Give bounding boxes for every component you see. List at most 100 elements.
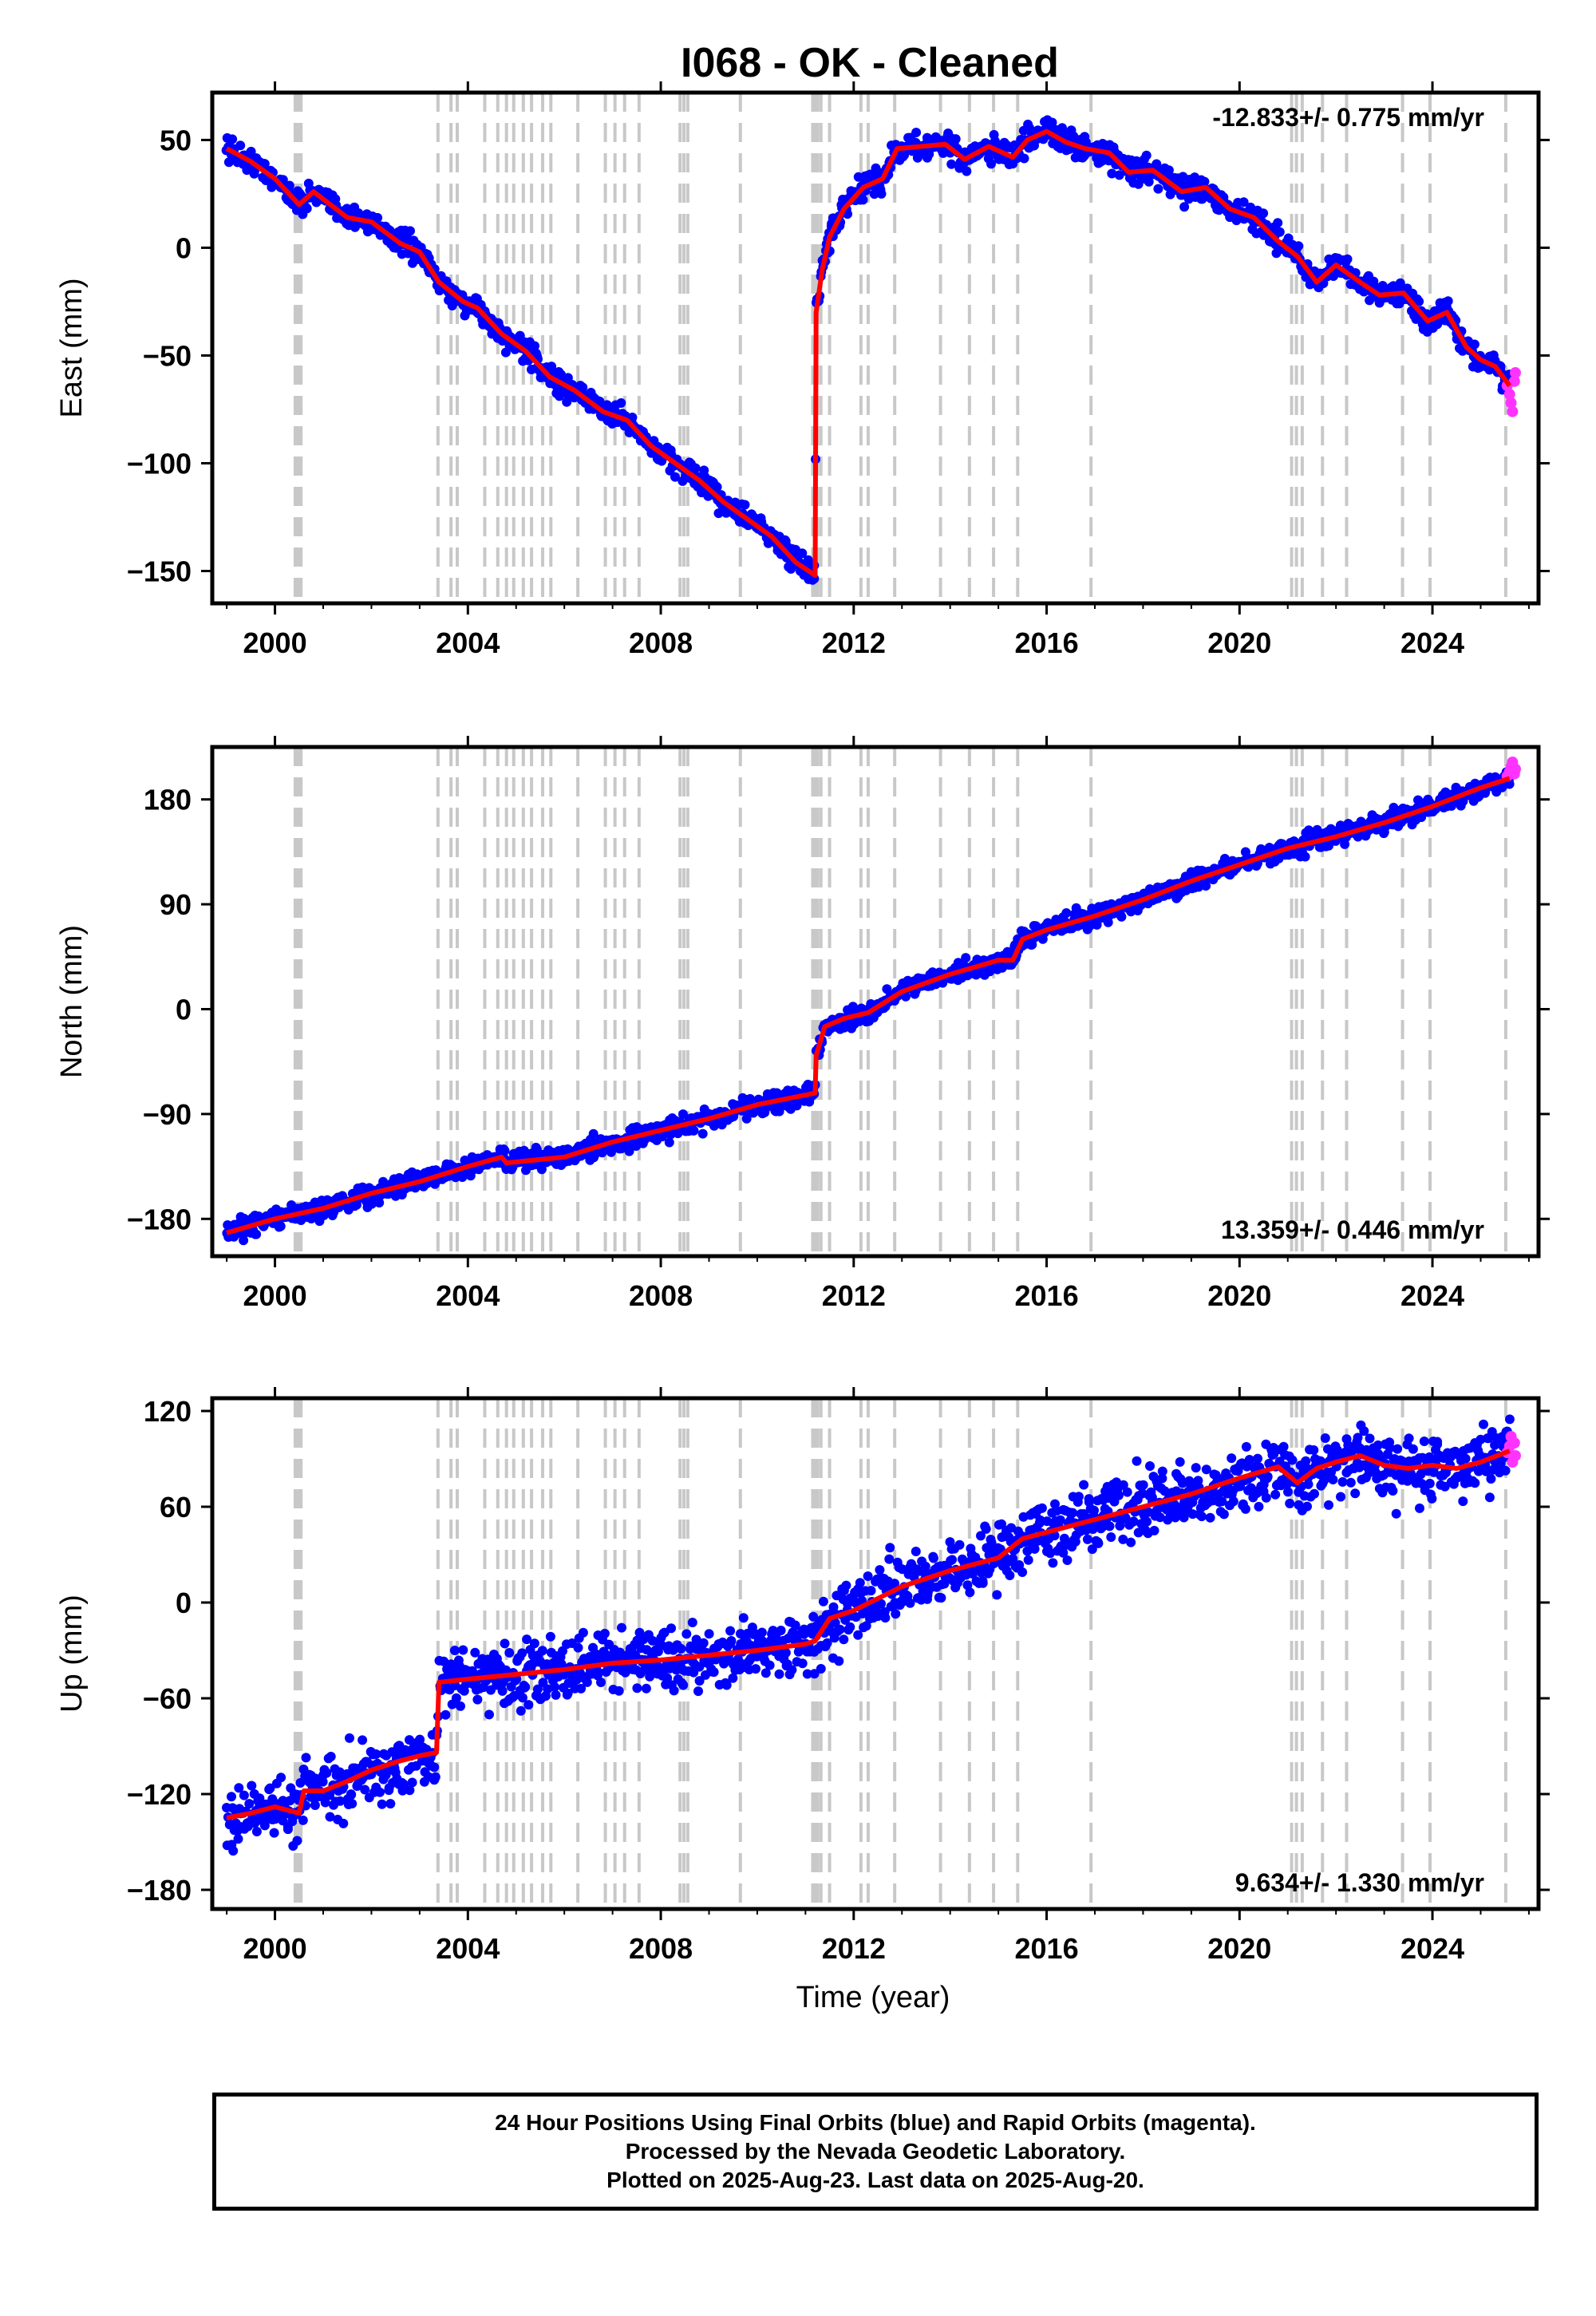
final-orbit-point (276, 1773, 286, 1783)
final-orbit-point (1118, 1534, 1128, 1544)
final-orbit-point (1303, 1479, 1314, 1489)
processing-note-line-3: Plotted on 2025-Aug-23. Last data on 202… (606, 2168, 1144, 2192)
final-orbit-point (310, 1800, 320, 1810)
final-orbit-point (802, 1669, 812, 1679)
final-orbit-point (746, 1641, 757, 1651)
final-orbit-point (385, 1799, 396, 1809)
final-orbit-point (1068, 1508, 1078, 1518)
x-tick-label: 2020 (1207, 1932, 1271, 1965)
final-orbit-point (741, 1113, 752, 1124)
final-orbit-point (1385, 1443, 1395, 1453)
final-orbit-point (1115, 1520, 1125, 1531)
final-orbit-point (1089, 1505, 1099, 1516)
final-orbit-point (1132, 1456, 1142, 1466)
final-orbit-point (1241, 1441, 1251, 1452)
final-orbit-point (1073, 1492, 1084, 1502)
final-orbit-point (255, 1793, 265, 1804)
final-orbit-point (890, 1579, 899, 1589)
final-orbit-point (1414, 296, 1424, 306)
final-orbit-point (1287, 1455, 1298, 1465)
final-orbit-point (678, 1109, 688, 1120)
final-orbit-point (547, 362, 557, 372)
final-orbit-point (500, 1638, 510, 1649)
final-orbit-point (1113, 1490, 1124, 1500)
y-tick-label: 0 (176, 1587, 192, 1619)
final-orbit-point (669, 1686, 679, 1696)
final-orbit-point (950, 134, 961, 144)
y-tick-label: −90 (143, 1098, 192, 1131)
velocity-rate-label: -12.833+/- 0.775 mm/yr (1212, 103, 1484, 132)
final-orbit-point (1469, 339, 1479, 350)
final-orbit-point (992, 1590, 1002, 1600)
x-tick-label: 2008 (629, 1932, 693, 1965)
final-orbit-point (449, 1646, 460, 1655)
final-orbit-point (235, 140, 246, 151)
final-orbit-point (1302, 1501, 1312, 1512)
final-orbit-point (345, 1733, 354, 1743)
final-orbits-points (222, 1414, 1515, 1856)
final-orbit-point (244, 1799, 255, 1809)
x-tick-label: 2016 (1015, 1279, 1079, 1312)
final-orbit-point (1055, 1515, 1065, 1525)
final-orbit-point (1254, 1501, 1264, 1512)
final-orbit-point (885, 1543, 895, 1553)
final-orbit-point (251, 1827, 262, 1836)
final-orbit-point (954, 1539, 965, 1550)
final-orbit-point (617, 1622, 626, 1633)
final-orbit-point (578, 382, 588, 393)
final-orbit-point (1153, 184, 1163, 194)
final-orbit-point (797, 548, 808, 559)
final-orbit-point (709, 1667, 719, 1678)
final-orbit-point (429, 1762, 440, 1773)
final-orbit-point (1058, 1547, 1069, 1558)
final-orbit-point (1144, 1507, 1153, 1517)
final-orbit-point (616, 398, 626, 408)
final-orbit-point (866, 1586, 876, 1596)
final-orbit-point (1393, 1444, 1403, 1454)
final-orbit-point (1023, 1555, 1033, 1565)
final-orbit-point (670, 472, 680, 482)
final-orbit-point (981, 1524, 991, 1534)
x-tick-label: 2008 (629, 626, 693, 659)
final-orbit-point (599, 1628, 610, 1638)
plot-frame (210, 1396, 1541, 1911)
final-orbit-point (1191, 1463, 1201, 1473)
final-orbit-point (1373, 1440, 1383, 1450)
final-orbit-point (320, 1797, 330, 1808)
final-orbit-point (516, 1705, 526, 1716)
final-orbit-point (861, 1621, 871, 1631)
final-orbit-point (223, 157, 234, 168)
final-orbit-point (946, 159, 957, 169)
final-orbit-point (1340, 839, 1350, 849)
final-orbit-point (1128, 1516, 1139, 1527)
y-tick-label: −60 (143, 1682, 192, 1715)
final-orbit-point (875, 1565, 885, 1575)
final-orbit-point (853, 1630, 863, 1640)
final-orbit-point (1294, 241, 1304, 251)
final-orbit-point (1304, 825, 1314, 836)
final-orbit-point (545, 1631, 555, 1642)
final-orbit-point (532, 1684, 543, 1694)
processing-note-line-1: 24 Hour Positions Using Final Orbits (bl… (495, 2110, 1256, 2135)
rapid-orbit-point (1508, 1437, 1520, 1448)
final-orbit-point (818, 1596, 828, 1607)
final-orbit-point (530, 341, 539, 351)
final-orbit-point (740, 500, 750, 510)
final-orbit-point (451, 1693, 461, 1703)
final-orbit-point (965, 1587, 975, 1598)
final-orbit-point (550, 1682, 559, 1692)
final-orbit-point (676, 1643, 686, 1654)
final-orbit-point (352, 1199, 361, 1210)
final-orbit-point (1258, 208, 1269, 219)
model-line (226, 776, 1511, 1235)
final-orbit-point (576, 1683, 587, 1694)
final-orbit-point (1309, 1445, 1319, 1455)
final-orbit-point (228, 1846, 239, 1856)
final-orbit-point (302, 204, 312, 214)
final-orbit-point (961, 953, 971, 963)
final-orbit-point (234, 1783, 244, 1793)
final-orbit-point (1152, 159, 1162, 169)
rapid-orbit-point (1509, 763, 1521, 775)
x-tick-label: 2020 (1207, 626, 1271, 659)
final-orbit-point (573, 1642, 583, 1653)
